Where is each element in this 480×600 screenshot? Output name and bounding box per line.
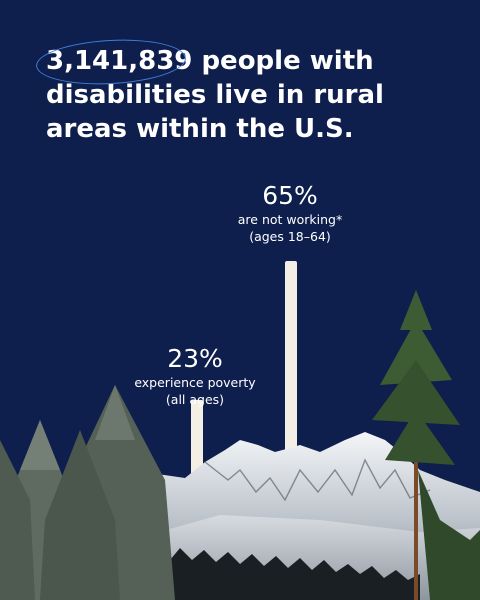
distant-forest — [150, 548, 420, 600]
tall-pine-tree — [372, 290, 480, 600]
bar-not-working — [285, 261, 297, 476]
bars-group — [191, 261, 297, 476]
stat-not-working: 65% are not working* (ages 18–64) — [225, 181, 355, 245]
stat-poverty-value: 23% — [167, 344, 223, 373]
stat-poverty-label: experience poverty — [134, 375, 256, 390]
headline-text: people with disabilities live in rural a… — [46, 46, 384, 144]
stat-not-working-label: are not working* — [237, 212, 343, 227]
stat-not-working-value: 65% — [262, 181, 318, 210]
stat-not-working-sublabel: (ages 18–64) — [249, 229, 331, 244]
stat-poverty-sublabel: (all ages) — [165, 392, 225, 407]
bar-poverty — [191, 399, 203, 476]
headline: 3,141,839 people with disabilities live … — [34, 36, 446, 146]
headline-number: 3,141,839 — [34, 36, 192, 88]
foreground-evergreens — [0, 385, 175, 600]
stat-poverty: 23% experience poverty (all ages) — [120, 344, 270, 408]
